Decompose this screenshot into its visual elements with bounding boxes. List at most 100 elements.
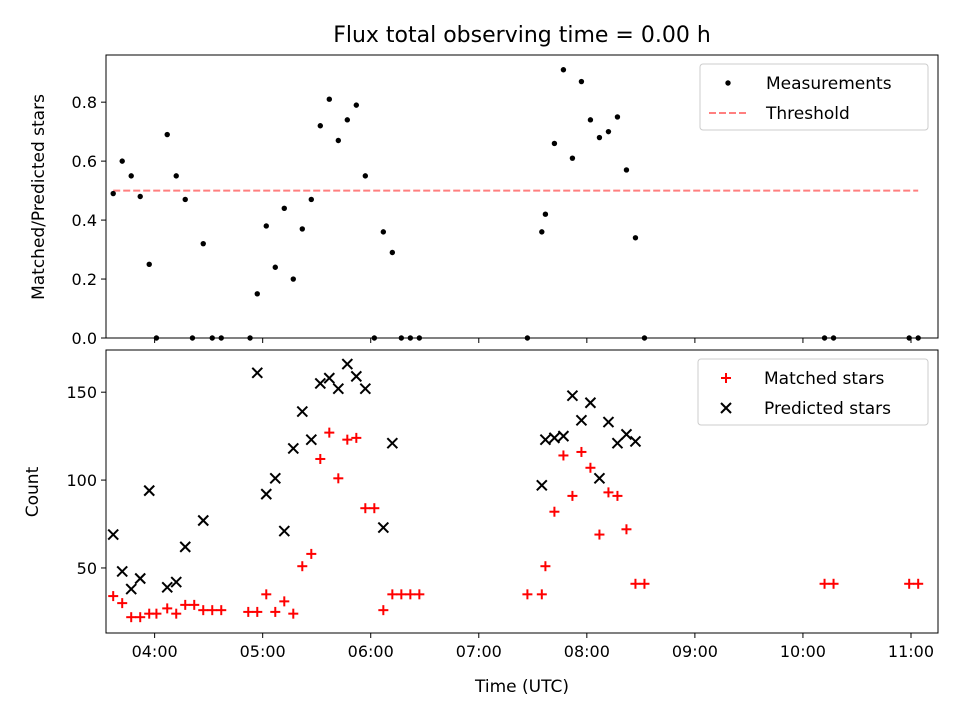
predicted-stars-point bbox=[161, 581, 173, 594]
predicted-stars-point bbox=[287, 442, 299, 455]
predicted-stars-point bbox=[593, 472, 606, 485]
matched-stars-point bbox=[126, 612, 137, 623]
measurements-point bbox=[596, 134, 603, 141]
measurements-point bbox=[551, 140, 558, 147]
measurements-point bbox=[614, 114, 621, 120]
matched-stars-point bbox=[828, 578, 839, 589]
y-tick-label: 150 bbox=[66, 383, 97, 402]
predicted-stars-point bbox=[251, 367, 263, 379]
measurements-point bbox=[290, 276, 296, 282]
measurements-point bbox=[605, 128, 612, 135]
matched-stars-point bbox=[207, 605, 218, 616]
predicted-stars-point bbox=[269, 472, 281, 485]
matched-stars-point bbox=[360, 503, 371, 514]
matched-stars-point bbox=[261, 589, 272, 600]
predicted-stars-point bbox=[134, 572, 146, 585]
matched-stars-point bbox=[549, 506, 560, 517]
measurements-point bbox=[308, 196, 314, 203]
legend-box bbox=[699, 63, 929, 131]
matched-stars-point bbox=[324, 427, 335, 438]
matched-stars-point bbox=[405, 589, 416, 600]
matched-stars-point bbox=[536, 589, 547, 600]
predicted-stars-point bbox=[314, 377, 327, 390]
ratio-legend: Measurements Threshold bbox=[699, 63, 929, 131]
matched-stars-point bbox=[333, 473, 344, 484]
measurements-point bbox=[299, 226, 305, 232]
matched-stars-point bbox=[567, 490, 578, 501]
ratio-panel: Flux total observing time = 0.00 h Match… bbox=[29, 23, 939, 348]
legend-threshold-label: Threshold bbox=[765, 104, 850, 124]
measurements-point bbox=[281, 205, 287, 211]
predicted-stars-point bbox=[386, 437, 399, 449]
measurements-point bbox=[173, 173, 179, 179]
y-tick-label: 0.6 bbox=[72, 152, 97, 171]
y-tick-label: 100 bbox=[66, 471, 97, 490]
matched-stars-point bbox=[151, 608, 162, 619]
predicted-stars-point bbox=[359, 382, 372, 395]
x-tick-label: 10:00 bbox=[780, 642, 826, 661]
matched-stars-point bbox=[522, 589, 533, 600]
matched-stars-point bbox=[540, 561, 551, 572]
matched-stars-point bbox=[558, 450, 569, 461]
matched-stars-point bbox=[198, 605, 209, 616]
axes-frame bbox=[105, 54, 939, 339]
legend-measurements-marker bbox=[725, 80, 731, 86]
measurements-point bbox=[272, 264, 278, 270]
matched-stars-point bbox=[585, 462, 596, 473]
matched-stars-point bbox=[621, 524, 632, 535]
measurements-point bbox=[353, 102, 360, 108]
matched-stars-point bbox=[189, 599, 200, 610]
measurements-point bbox=[344, 117, 351, 123]
matched-stars-point bbox=[612, 490, 623, 501]
y-tick-label: 0.8 bbox=[72, 93, 97, 112]
matched-stars-point bbox=[342, 434, 353, 445]
y-tick-label: 0.4 bbox=[72, 211, 97, 230]
predicted-stars-point bbox=[566, 389, 579, 402]
measurements-point bbox=[110, 190, 116, 197]
count-y-axis-label: Count bbox=[23, 466, 43, 517]
matched-stars-point bbox=[252, 606, 263, 617]
count-axes: 04:00 05:00 06:00 07:00 08:00 09:00 10:00 11:00… bbox=[66, 349, 939, 661]
measurements-point bbox=[389, 249, 396, 256]
measurements-point bbox=[182, 196, 188, 203]
measurements-point bbox=[137, 193, 143, 200]
matched-stars-point bbox=[270, 606, 281, 617]
predicted-stars-point bbox=[332, 382, 345, 395]
legend-matched-stars-label: Matched stars bbox=[764, 369, 884, 389]
matched-stars-point bbox=[904, 578, 915, 589]
predicted-stars-point bbox=[107, 528, 119, 541]
predicted-stars-point bbox=[170, 576, 182, 588]
measurements-point bbox=[254, 291, 260, 297]
predicted-stars-point bbox=[629, 435, 642, 448]
x-tick-label: 06:00 bbox=[348, 642, 394, 661]
matched-stars-point bbox=[297, 561, 308, 572]
x-tick-label: 09:00 bbox=[672, 642, 718, 661]
matched-stars-point bbox=[135, 612, 146, 623]
predicted-stars-point bbox=[116, 565, 128, 578]
measurements-point bbox=[632, 235, 639, 241]
x-tick-label: 05:00 bbox=[240, 642, 286, 661]
predicted-stars-point bbox=[143, 484, 155, 497]
predicted-stars-point bbox=[323, 372, 336, 384]
predicted-stars-point bbox=[341, 358, 354, 370]
measurements-point bbox=[587, 117, 594, 123]
measurements-point bbox=[542, 211, 549, 217]
predicted-stars-point bbox=[620, 428, 633, 441]
matched-stars-point bbox=[396, 589, 407, 600]
measurements-point bbox=[326, 96, 333, 102]
matched-stars-point bbox=[369, 503, 380, 514]
predicted-stars-point bbox=[125, 583, 137, 595]
measurements-point bbox=[623, 167, 630, 173]
matched-stars-point bbox=[387, 589, 398, 600]
predicted-stars-point bbox=[377, 521, 390, 534]
matched-stars-point bbox=[639, 578, 650, 589]
y-tick-label: 50 bbox=[77, 559, 97, 578]
count-marks bbox=[107, 358, 924, 623]
measurements-point bbox=[539, 229, 545, 235]
matched-stars-point bbox=[414, 589, 425, 600]
matched-stars-point bbox=[351, 432, 362, 443]
measurements-point bbox=[362, 173, 369, 179]
predicted-stars-point bbox=[539, 433, 552, 446]
count-panel: Count Time (UTC) 04:00 05:00 06:00 07:00 08:… bbox=[23, 349, 939, 697]
